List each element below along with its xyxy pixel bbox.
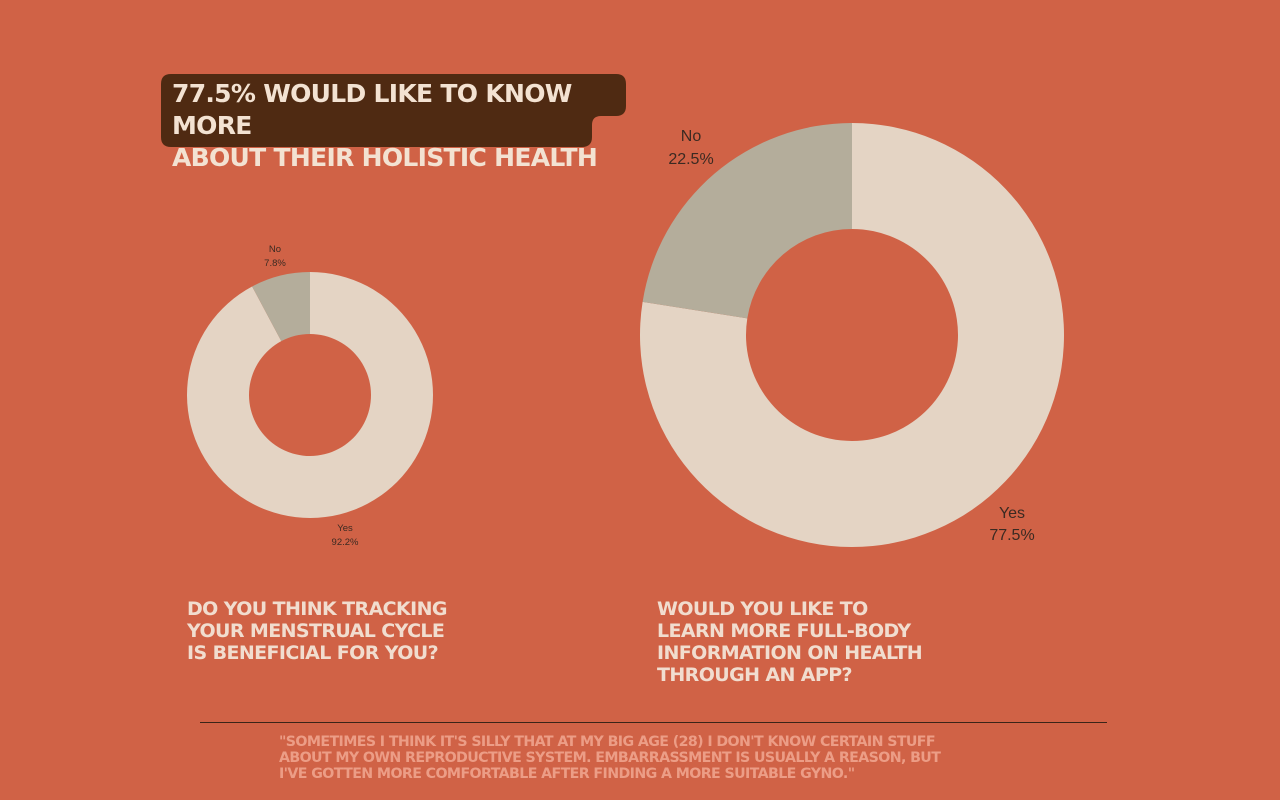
donut-slice-yes (639, 123, 1064, 547)
donut-slice-no (252, 272, 310, 342)
chart1-question: DO YOU THINK TRACKING YOUR MENSTRUAL CYC… (187, 598, 448, 664)
chart1-label-yes-value: 92.2% (332, 537, 359, 548)
divider-line (200, 722, 1107, 723)
headline-background (161, 74, 626, 147)
headline-title: 77.5% WOULD LIKE TO KNOW MORE ABOUT THEI… (172, 79, 598, 172)
chart1-label-yes-name: Yes (337, 523, 353, 534)
headline-callout: 77.5% WOULD LIKE TO KNOW MORE ABOUT THEI… (161, 74, 626, 172)
chart2-label-no-value: 22.5% (668, 151, 713, 168)
chart2-label-no-name: No (681, 128, 702, 145)
donut-chart-full-body-info (639, 123, 1064, 547)
chart1-label-no-name: No (269, 244, 281, 255)
donut-charts: No 7.8% Yes 92.2% No 22.5% Yes 77.5% (186, 123, 1064, 548)
chart2-label-yes-value: 77.5% (989, 527, 1034, 544)
donut-slice-yes (186, 272, 433, 518)
chart2-question: WOULD YOU LIKE TO LEARN MORE FULL-BODY I… (657, 598, 923, 686)
respondent-quote: "SOMETIMES I THINK IT'S SILLY THAT AT MY… (279, 734, 941, 782)
chart2-label-yes-name: Yes (999, 505, 1025, 522)
donut-chart-tracking (186, 272, 433, 518)
donut-slice-no (642, 123, 852, 319)
chart1-label-no-value: 7.8% (264, 258, 286, 269)
